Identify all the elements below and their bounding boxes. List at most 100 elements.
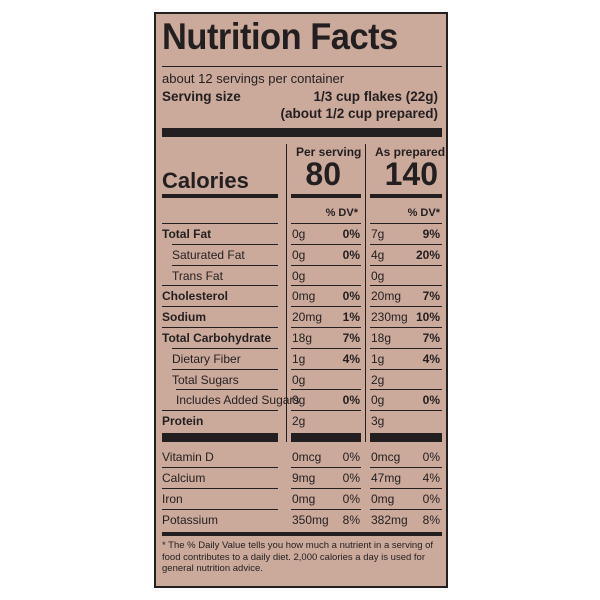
- dv-as-prepared: 20%: [415, 247, 440, 262]
- row-divider-right: [370, 389, 442, 391]
- per-serving-header: Per serving: [296, 145, 362, 159]
- servings-per-container: about 12 servings per container: [162, 71, 345, 86]
- vitamin-name: Vitamin D: [162, 450, 214, 464]
- dv-as-prepared: 0%: [422, 393, 440, 408]
- amount-as-prepared: 0g: [371, 268, 385, 283]
- vitamin-divider-left: [162, 467, 278, 468]
- row-divider-left: [172, 347, 278, 349]
- dv-header-col1: % DV*: [325, 207, 358, 219]
- vitamin-name: Potassium: [162, 513, 219, 527]
- amount-per-serving: 0g: [292, 247, 306, 262]
- row-divider-right: [370, 223, 442, 224]
- row-divider-mid: [291, 306, 361, 308]
- dv-as-prepared: 9%: [422, 227, 440, 241]
- row-divider-mid: [291, 327, 361, 328]
- vitamin-amount-as-prepared: 47mg: [371, 471, 402, 485]
- row-divider-mid: [291, 368, 361, 370]
- vitamin-dv-as-prepared: 8%: [422, 513, 440, 527]
- vitamin-dv-as-prepared: 0%: [422, 492, 440, 506]
- vitamin-dv-per-serving: 0%: [342, 450, 360, 464]
- row-divider-right: [370, 306, 442, 308]
- vitamin-divider-left: [162, 488, 278, 489]
- as-prepared-header: As prepared: [375, 145, 446, 159]
- row-divider-right: [370, 368, 442, 370]
- amount-as-prepared: 7g: [371, 227, 385, 241]
- nutrient-name: Total Sugars: [172, 372, 239, 387]
- amount-per-serving: 0g: [292, 268, 306, 283]
- vitamin-name: Iron: [162, 492, 183, 506]
- dv-as-prepared: 4%: [422, 351, 440, 366]
- row-divider-left: [162, 410, 278, 412]
- dv-per-serving: 7%: [342, 331, 360, 345]
- dv-per-serving: 4%: [342, 351, 360, 366]
- vitamin-divider-mid: [291, 509, 361, 510]
- vitamin-dv-per-serving: 8%: [342, 513, 360, 527]
- row-divider-left: [162, 327, 278, 328]
- nutrient-name: Saturated Fat: [172, 247, 245, 262]
- nutrient-name: Total Fat: [162, 227, 212, 241]
- title-divider: [162, 66, 442, 67]
- thick-divider-right: [370, 433, 442, 442]
- nutrient-name: Cholesterol: [162, 289, 229, 304]
- dv-as-prepared: 7%: [422, 331, 440, 345]
- row-divider-left: [172, 243, 278, 245]
- thick-divider-mid: [291, 433, 361, 442]
- row-divider-mid: [291, 264, 361, 266]
- vitamin-divider-right: [370, 509, 442, 510]
- amount-per-serving: 20mg: [292, 310, 323, 325]
- nutrient-name: Includes Added Sugars: [176, 393, 300, 408]
- row-divider-mid: [291, 223, 361, 224]
- nutrition-facts-panel: Nutrition Facts about 12 servings per co…: [154, 12, 448, 588]
- amount-per-serving: 0mg: [292, 289, 316, 304]
- serving-size-value-prepared: (about 1/2 cup prepared): [280, 106, 438, 121]
- dv-per-serving: 0%: [342, 227, 360, 241]
- row-divider-mid: [291, 243, 361, 245]
- serving-size-value: 1/3 cup flakes (22g): [313, 89, 438, 104]
- nutrient-name: Dietary Fiber: [172, 351, 241, 366]
- row-divider-left: [162, 285, 278, 287]
- row-divider-left: [162, 306, 278, 308]
- vitamin-divider-mid: [291, 488, 361, 489]
- amount-as-prepared: 1g: [371, 351, 385, 366]
- calories-as-prepared: 140: [384, 156, 438, 192]
- nutrient-name: Trans Fat: [172, 268, 223, 283]
- thick-divider-bottom: [162, 532, 442, 536]
- vitamin-amount-as-prepared: 0mg: [371, 492, 395, 506]
- calories-label: Calories: [162, 168, 249, 193]
- row-divider-mid: [291, 347, 361, 349]
- row-divider-right: [370, 410, 442, 412]
- amount-per-serving: 0g: [292, 393, 306, 408]
- vitamin-amount-per-serving: 0mcg: [292, 450, 322, 464]
- nutrient-name: Sodium: [162, 310, 206, 325]
- footnote: * The % Daily Value tells you how much a…: [162, 540, 434, 574]
- dv-per-serving: 0%: [342, 393, 360, 408]
- vitamin-amount-per-serving: 350mg: [292, 513, 329, 527]
- vitamin-divider-right: [370, 467, 442, 468]
- row-divider-left: [176, 389, 278, 391]
- row-divider-mid: [291, 285, 361, 287]
- serving-size-label: Serving size: [162, 89, 241, 104]
- row-divider-right: [370, 264, 442, 266]
- nutrient-name: Protein: [162, 414, 204, 429]
- amount-per-serving: 1g: [292, 351, 306, 366]
- nutrition-title: Nutrition Facts: [162, 16, 398, 57]
- thick-divider-left: [162, 433, 278, 442]
- amount-as-prepared: 3g: [371, 414, 385, 429]
- vitamin-dv-per-serving: 0%: [342, 471, 360, 485]
- row-divider-right: [370, 347, 442, 349]
- vitamin-amount-as-prepared: 0mcg: [371, 450, 401, 464]
- column-separator-1: [286, 144, 287, 442]
- amount-per-serving: 18g: [292, 331, 313, 345]
- vitamin-dv-as-prepared: 0%: [422, 450, 440, 464]
- row-divider-right: [370, 327, 442, 328]
- vitamin-divider-right: [370, 488, 442, 489]
- dv-as-prepared: 7%: [422, 289, 440, 304]
- column-separator-2: [365, 144, 366, 442]
- amount-as-prepared: 4g: [371, 247, 385, 262]
- amount-as-prepared: 18g: [371, 331, 392, 345]
- row-divider-mid: [291, 410, 361, 412]
- amount-as-prepared: 20mg: [371, 289, 402, 304]
- nutrient-name: Total Carbohydrate: [162, 331, 272, 345]
- dv-per-serving: 0%: [342, 247, 360, 262]
- dv-per-serving: 1%: [342, 310, 360, 325]
